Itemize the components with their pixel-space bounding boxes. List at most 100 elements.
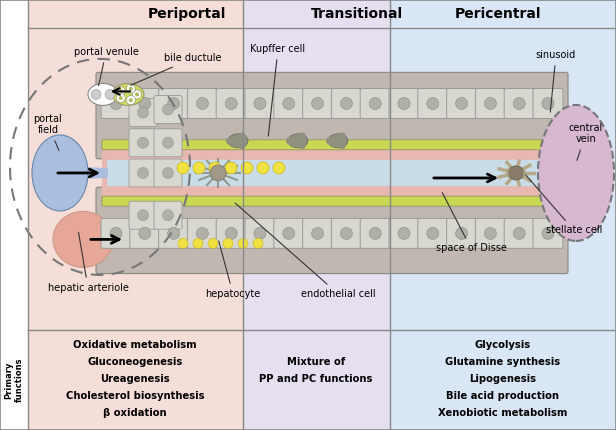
Circle shape [257,162,269,174]
Circle shape [135,92,139,96]
Circle shape [238,141,246,149]
Text: portal venule: portal venule [73,47,139,86]
Text: Oxidative metabolism: Oxidative metabolism [73,340,197,350]
Circle shape [193,238,203,249]
Circle shape [341,227,352,240]
Circle shape [223,238,233,249]
Circle shape [193,162,205,174]
Circle shape [126,84,136,93]
FancyBboxPatch shape [302,89,333,119]
Circle shape [163,210,174,221]
Text: Lipogenesis: Lipogenesis [469,374,537,384]
FancyBboxPatch shape [102,196,562,206]
Circle shape [542,227,554,240]
Circle shape [163,137,174,148]
FancyBboxPatch shape [129,98,157,126]
FancyBboxPatch shape [107,160,557,186]
FancyBboxPatch shape [216,218,246,249]
FancyBboxPatch shape [129,129,157,157]
Circle shape [338,141,346,149]
Circle shape [513,98,525,110]
FancyBboxPatch shape [389,89,419,119]
Text: PP and PC functions: PP and PC functions [259,374,373,384]
Text: Periportal: Periportal [148,7,226,21]
Circle shape [105,89,115,99]
Circle shape [427,227,439,240]
Text: sinusoid: sinusoid [536,50,576,112]
Text: bile ductule: bile ductule [131,53,222,85]
Circle shape [197,98,208,110]
Circle shape [177,162,189,174]
Text: Gluconeogenesis: Gluconeogenesis [87,357,183,367]
Text: hepatic arteriole: hepatic arteriole [47,232,129,293]
Ellipse shape [507,166,525,180]
Text: space of Disse: space of Disse [436,193,506,253]
Circle shape [326,137,334,145]
Circle shape [513,227,525,240]
Circle shape [509,166,523,180]
FancyBboxPatch shape [360,218,390,249]
FancyBboxPatch shape [187,89,217,119]
Circle shape [286,137,294,145]
PathPatch shape [83,167,108,179]
Circle shape [137,107,148,118]
Ellipse shape [538,105,614,241]
Circle shape [298,141,306,149]
Circle shape [398,98,410,110]
FancyBboxPatch shape [129,159,157,187]
Circle shape [225,162,237,174]
Circle shape [238,238,248,249]
FancyBboxPatch shape [274,218,304,249]
Text: Ureagenesis: Ureagenesis [100,374,170,384]
FancyBboxPatch shape [533,89,563,119]
FancyBboxPatch shape [154,201,182,229]
Circle shape [110,98,122,110]
Circle shape [273,162,285,174]
Circle shape [226,137,234,145]
Text: Primary
functions: Primary functions [4,358,23,402]
Text: Pericentral: Pericentral [455,7,541,21]
Bar [0,0,28,430]
FancyBboxPatch shape [96,187,568,273]
FancyBboxPatch shape [533,218,563,249]
Text: endothelial cell: endothelial cell [235,203,375,299]
FancyBboxPatch shape [130,89,160,119]
Circle shape [484,98,496,110]
FancyBboxPatch shape [360,89,390,119]
Text: stellate cell: stellate cell [526,175,602,235]
Ellipse shape [328,134,348,148]
Ellipse shape [53,212,113,267]
Circle shape [283,98,295,110]
Ellipse shape [288,134,308,148]
Circle shape [456,98,468,110]
Circle shape [208,238,218,249]
Circle shape [542,98,554,110]
FancyBboxPatch shape [245,89,275,119]
Text: Kupffer cell: Kupffer cell [251,44,306,136]
Circle shape [225,98,237,110]
Circle shape [137,210,148,221]
Circle shape [312,98,323,110]
FancyBboxPatch shape [102,140,562,150]
FancyBboxPatch shape [505,89,534,119]
FancyBboxPatch shape [389,218,419,249]
Circle shape [137,137,148,148]
FancyBboxPatch shape [447,218,477,249]
Circle shape [110,227,122,240]
Circle shape [178,238,188,249]
Ellipse shape [32,135,88,211]
FancyBboxPatch shape [505,218,534,249]
Bar [28,0,243,430]
Circle shape [116,86,125,95]
FancyBboxPatch shape [154,95,182,123]
FancyBboxPatch shape [476,218,505,249]
Circle shape [139,227,151,240]
FancyBboxPatch shape [331,218,362,249]
Circle shape [484,227,496,240]
FancyBboxPatch shape [130,218,160,249]
Circle shape [369,98,381,110]
FancyBboxPatch shape [101,89,131,119]
FancyBboxPatch shape [216,89,246,119]
Text: Glycolysis: Glycolysis [475,340,531,350]
FancyBboxPatch shape [187,218,217,249]
